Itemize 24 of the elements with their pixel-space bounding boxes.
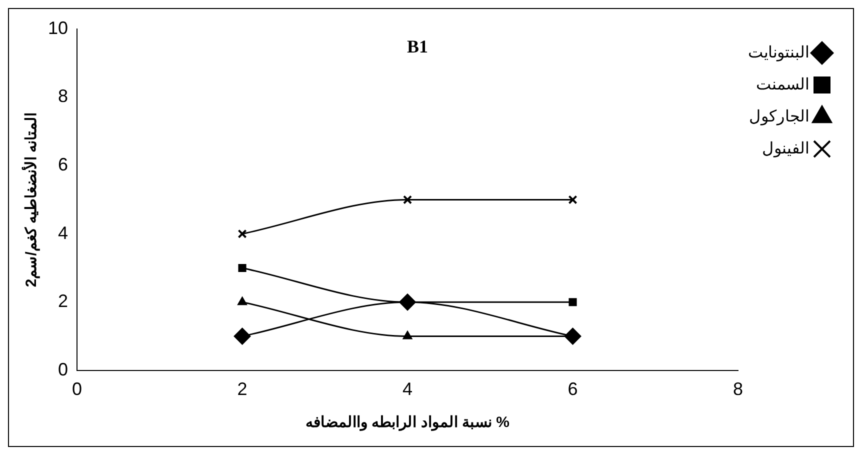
x-tick-label: 2 — [237, 379, 248, 400]
point — [568, 195, 578, 204]
point — [238, 264, 246, 272]
legend-label: الجاركول — [749, 108, 809, 126]
x-tick-label: 6 — [568, 379, 578, 400]
x-tick-label: 0 — [72, 379, 82, 400]
y-tick-label: 8 — [58, 86, 68, 106]
x-tick-label: 8 — [732, 379, 744, 400]
y-tick-label: 6 — [58, 154, 68, 175]
text: B1 — [407, 36, 428, 57]
y-tick-label: 0 — [58, 359, 68, 380]
y-tick-label: 2 — [58, 291, 68, 312]
point — [402, 195, 412, 204]
point — [234, 328, 251, 345]
point — [238, 229, 247, 238]
y-tick-label: 4 — [58, 222, 68, 243]
legend-label: السمنت — [756, 76, 809, 94]
x-tick-label: 4 — [402, 379, 413, 400]
legend-label: البنتونايت — [748, 44, 809, 62]
legend-label: الفينول — [762, 140, 809, 158]
point — [568, 298, 577, 306]
y-axis-title: المتانه الأنضغاطيه كغم/سم2 — [21, 112, 40, 288]
x-axis-title: نسبة المواد الرابطه واالمضافه % — [305, 414, 510, 432]
y-tick-label: 10 — [48, 18, 68, 38]
